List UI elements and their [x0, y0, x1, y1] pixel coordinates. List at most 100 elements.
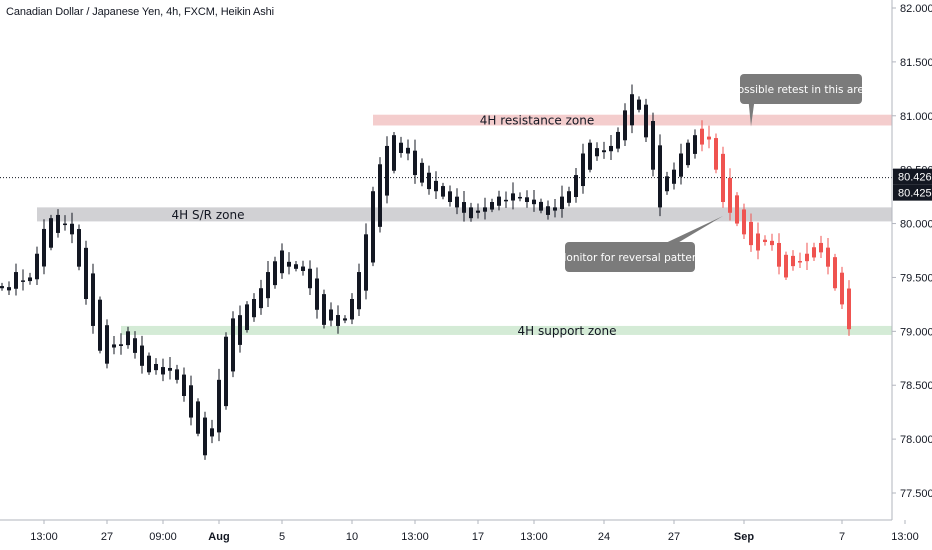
current-price-label: 80.426	[898, 172, 932, 184]
candle-body	[154, 363, 158, 371]
candle-body	[35, 253, 39, 280]
candle-body	[742, 209, 746, 235]
candle-body	[504, 199, 508, 202]
x-tick-label: 09:00	[149, 531, 177, 543]
candle-body	[343, 318, 347, 321]
zone-label: 4H S/R zone	[172, 208, 245, 222]
candle-body	[623, 110, 627, 141]
candle-body	[140, 345, 144, 366]
candle-body	[329, 309, 333, 321]
candle-body	[385, 145, 389, 196]
callout-retest-box	[740, 74, 862, 104]
candle-body	[567, 191, 571, 203]
candle-body	[728, 177, 732, 213]
candle-body	[833, 257, 837, 289]
candle-body	[651, 121, 655, 170]
y-tick-label: 82.000	[900, 3, 932, 15]
candle-body	[679, 153, 683, 177]
y-tick-label: 81.000	[900, 111, 932, 123]
candle-body	[602, 150, 606, 153]
candle-body	[469, 207, 473, 219]
candle-body	[112, 344, 116, 348]
candle-body	[630, 94, 634, 126]
candle-body	[301, 266, 305, 271]
candle-body	[784, 254, 788, 278]
candle-body	[686, 142, 690, 166]
candle-body	[294, 264, 298, 269]
candle-body	[210, 428, 214, 437]
candle-body	[420, 162, 424, 183]
candle-body	[0, 286, 4, 289]
zone-label: 4H support zone	[518, 324, 617, 338]
candle-body	[287, 261, 291, 267]
candle-body	[819, 242, 823, 253]
candle-body	[588, 142, 592, 170]
x-tick-label: 13:00	[520, 531, 548, 543]
candle-body	[637, 99, 641, 110]
y-tick-label: 77.500	[900, 488, 932, 500]
candle-body	[609, 145, 613, 152]
y-tick-label: 78.500	[900, 380, 932, 392]
candle-body	[483, 207, 487, 212]
candle-body	[21, 280, 25, 282]
candle-body	[42, 228, 46, 267]
candle-body	[441, 186, 445, 197]
secondary-price-label: 80.425	[898, 188, 932, 200]
candle-body	[763, 239, 767, 243]
candle-body	[84, 247, 88, 299]
candle-body	[476, 210, 480, 213]
y-tick-label: 81.500	[900, 57, 932, 69]
y-tick-label: 80.000	[900, 219, 932, 231]
candle-body	[98, 299, 102, 351]
candle-body	[455, 196, 459, 208]
candle-body	[546, 206, 550, 215]
x-tick-label: 13:00	[891, 531, 919, 543]
candle-body	[721, 153, 725, 202]
x-tick-label: 13:00	[401, 531, 429, 543]
candle-body	[203, 417, 207, 456]
x-tick-label: 7	[839, 531, 845, 543]
candle-body	[196, 401, 200, 434]
candle-body	[28, 277, 32, 282]
candle-body	[707, 136, 711, 140]
candle-body	[532, 199, 536, 205]
candle-body	[105, 325, 109, 364]
candle-body	[168, 367, 172, 371]
candle-body	[448, 191, 452, 202]
candle-body	[119, 344, 123, 346]
candle-body	[812, 247, 816, 258]
x-tick-label: Sep	[734, 531, 754, 543]
candle-body	[126, 331, 130, 346]
candle-body	[847, 288, 851, 330]
candle-body	[280, 250, 284, 274]
candle-body	[315, 278, 319, 310]
candle-body	[399, 142, 403, 153]
zone-rect	[121, 325, 892, 335]
current-price-badge	[893, 168, 932, 185]
secondary-price-badge	[893, 184, 932, 201]
candle-body	[231, 318, 235, 372]
candle-body	[490, 202, 494, 210]
candle-body	[700, 128, 704, 145]
x-tick-label: 13:00	[30, 531, 58, 543]
candle-body	[392, 135, 396, 171]
candle-body	[777, 242, 781, 267]
candle-body	[770, 240, 774, 246]
candle-body	[378, 164, 382, 227]
candle-body	[245, 304, 249, 331]
candle-body	[805, 253, 809, 262]
candle-body	[714, 138, 718, 170]
candle-body	[658, 145, 662, 208]
candle-body	[308, 268, 312, 289]
x-tick-label: 17	[472, 531, 484, 543]
candle-body	[14, 272, 18, 289]
candle-body	[644, 104, 648, 138]
candle-body	[217, 379, 221, 433]
candle-body	[840, 272, 844, 305]
candle-body	[518, 196, 522, 199]
candle-body	[56, 214, 60, 233]
candle-body	[595, 148, 599, 157]
candle-body	[539, 201, 543, 211]
candle-body	[511, 193, 515, 201]
